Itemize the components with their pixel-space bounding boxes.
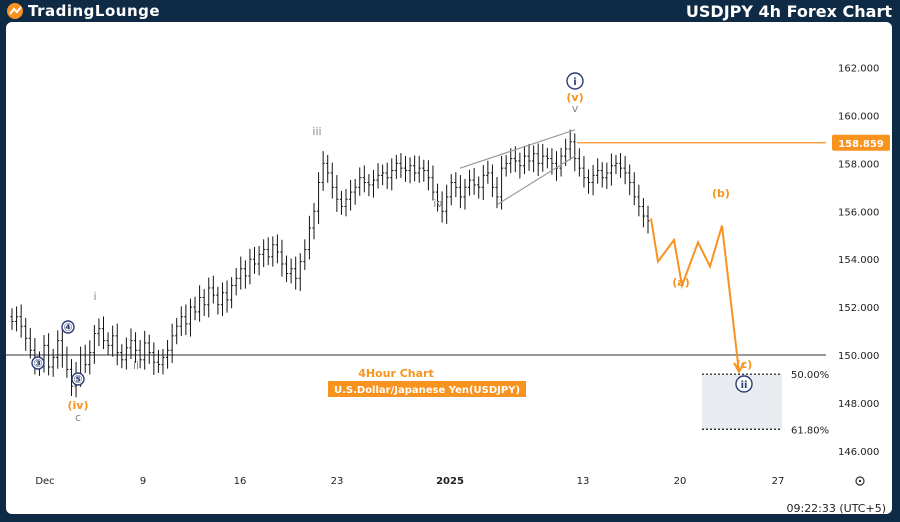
clock-readout: 09:22:33 (UTC+5) [786,502,886,515]
wave-circle [735,375,753,393]
x-tick-label: 27 [772,476,785,487]
y-tick-label: 160.000 [838,111,879,122]
x-tick-label: 2025 [436,476,464,487]
wedge-lower-line [497,155,576,205]
y-tick-label: 158.000 [838,159,879,170]
wave-label: ii [133,359,139,372]
wave-label: (v) [566,91,583,104]
wave-circle [31,356,45,370]
chart-title: USDJPY 4h Forex Chart [685,2,892,21]
wedge-upper-line [459,129,576,169]
wave-circle [566,72,584,90]
x-tick-label: 9 [140,476,146,487]
y-tick-label: 162.000 [838,64,879,75]
wave-circle [61,320,75,334]
y-tick-label: 146.000 [838,447,879,458]
y-tick-label: 148.000 [838,399,879,410]
fib-label: 61.80% [791,425,829,436]
brand-logo[interactable]: TradingLounge [6,2,160,20]
wave-label: iv [433,197,443,210]
wave-label: (c) [736,358,753,371]
wave-label: ④ [63,321,72,334]
price-axis[interactable] [826,22,892,514]
x-tick-label: 16 [234,476,247,487]
y-tick-label: 152.000 [838,303,879,314]
x-tick-label: 20 [674,476,687,487]
current-price-tag [832,134,890,151]
wave-label: ii [741,380,748,391]
annotation-subtitle: U.S.Dollar/Japanese Yen(USDJPY) [334,385,520,396]
annotation-box [328,381,526,397]
fib-label: 50.00% [791,370,829,381]
wave-label: v [572,102,579,115]
x-tick-label: 23 [331,476,344,487]
projection-path [650,218,740,372]
y-tick-label: 150.000 [838,351,879,362]
wave-label: iii [312,125,321,138]
gear-icon[interactable] [855,476,865,486]
x-tick-label: 13 [577,476,590,487]
wave-label: ③ [33,357,42,370]
tradinglounge-logo-icon [7,3,23,19]
wave-label: c [75,411,81,424]
wave-circle [71,372,85,386]
gear-icon-center [858,479,862,483]
wave-label: i [573,77,576,88]
header-bar: TradingLounge USDJPY 4h Forex Chart [0,0,900,22]
wave-label: (iv) [68,399,89,412]
annotation-title: 4Hour Chart [358,367,434,380]
x-tick-label: Dec [35,476,54,487]
wave-label: i [93,290,96,303]
wave-label: ⑤ [73,373,82,386]
chart-svg[interactable]: 162.000 160.000 158.000 156.000 154.000 152.0… [6,22,892,514]
wave-label: (b) [712,187,730,200]
y-tick-label: 154.000 [838,255,879,266]
projection-arrow [733,362,745,374]
wave-label: (a) [672,276,689,289]
y-tick-label: 156.000 [838,207,879,218]
plot-area[interactable]: 162.000 160.000 158.000 156.000 154.000 152.0… [6,22,892,514]
current-price-label: 158.859 [838,139,884,150]
brand-name: TradingLounge [28,2,161,20]
